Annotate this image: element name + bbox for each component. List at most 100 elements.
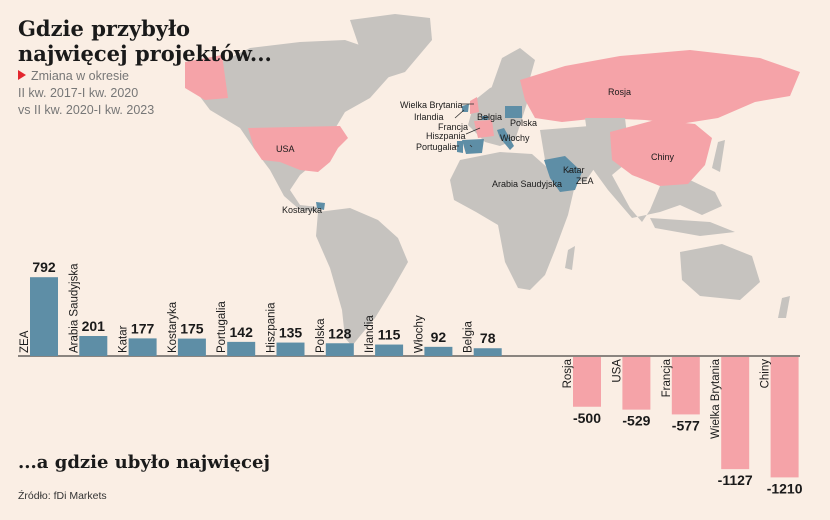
madagascar-land xyxy=(565,246,575,270)
category-label-irlandia: Irlandia xyxy=(364,315,376,353)
portugal-shape xyxy=(457,141,463,153)
category-label-zea: ZEA xyxy=(19,330,31,353)
china-shape xyxy=(610,120,712,186)
value-label-portugalia: 142 xyxy=(230,324,254,340)
map-label-francja: Francja xyxy=(438,122,468,132)
category-label-portugalia: Portugalia xyxy=(216,301,228,353)
value-label-belgia: 78 xyxy=(480,330,496,346)
italy-shape xyxy=(497,128,514,150)
category-label-francja: Francja xyxy=(661,358,673,397)
bar-wielka-brytania xyxy=(721,357,750,470)
value-label-rosja: -500 xyxy=(573,410,601,426)
costa-rica-shape xyxy=(316,202,325,210)
bar-wlochy xyxy=(424,346,453,356)
map-label-kostaryka: Kostaryka xyxy=(282,205,322,215)
category-label-belgia: Belgia xyxy=(463,320,475,353)
africa-land xyxy=(450,152,575,290)
legend-triangle-icon xyxy=(18,70,26,80)
category-label-katar: Katar xyxy=(118,325,130,353)
map-label-arabia-saudyjska: Arabia Saudyjska xyxy=(492,179,562,189)
bar-polska xyxy=(325,343,354,356)
bar-kostaryka xyxy=(177,338,206,356)
australia-land xyxy=(680,244,760,300)
bar-francja xyxy=(671,357,700,415)
value-label-arabia-saudyjska: 201 xyxy=(82,318,106,334)
legend-period-2: vs II kw. 2020-I kw. 2023 xyxy=(18,103,155,117)
uk-shape xyxy=(470,97,479,114)
category-label-arabia-saudyjska: Arabia Saudyjska xyxy=(68,263,80,353)
france-shape xyxy=(474,120,494,138)
category-label-hiszpania: Hiszpania xyxy=(266,302,278,353)
map-label-wielka-brytania: Wielka Brytania xyxy=(400,100,463,110)
map-leader-lines xyxy=(454,103,571,173)
bar-rosja xyxy=(573,357,601,407)
legend-block: Zmiana w okresie II kw. 2017-I kw. 2020 … xyxy=(18,68,154,119)
qatar-shape xyxy=(566,168,570,173)
category-label-usa: USA xyxy=(611,359,623,383)
map-label-rosja: Rosja xyxy=(608,87,631,97)
bar-hiszpania xyxy=(276,342,305,356)
category-label-kostaryka: Kostaryka xyxy=(167,301,179,353)
map-label-portugalia: Portugalia xyxy=(416,142,457,152)
map-country-labels: USA Kostaryka Rosja Chiny Wielka Brytani… xyxy=(276,87,675,215)
value-label-irlandia: 115 xyxy=(378,327,401,343)
map-label-hiszpania: Hiszpania xyxy=(426,131,466,141)
value-label-katar: 177 xyxy=(131,320,155,336)
value-label-hiszpania: 135 xyxy=(279,325,303,341)
map-label-irlandia: Irlandia xyxy=(414,112,444,122)
bar-usa xyxy=(622,357,651,410)
map-label-chiny: Chiny xyxy=(651,152,675,162)
map-label-belgia: Belgia xyxy=(477,112,502,122)
bar-katar xyxy=(128,338,157,356)
value-label-francja: -577 xyxy=(672,417,700,433)
legend-period-1: II kw. 2017-I kw. 2020 xyxy=(18,86,139,100)
bar-belgia xyxy=(473,348,502,356)
category-label-rosja: Rosja xyxy=(562,358,574,388)
category-label-wielka-brytania: Wielka Brytania xyxy=(710,358,722,438)
bar-chiny xyxy=(770,357,799,478)
value-label-usa: -529 xyxy=(622,413,650,429)
world-map xyxy=(185,14,800,346)
indonesia-land xyxy=(650,218,735,236)
category-label-polska: Polska xyxy=(315,318,327,353)
source-note: Źródło: fDi Markets xyxy=(18,490,107,502)
bar-arabia-saudyjska xyxy=(79,336,108,356)
ireland-leader-line xyxy=(454,109,465,119)
value-label-wielka-brytania: -1127 xyxy=(718,472,753,488)
value-label-chiny: -1210 xyxy=(767,480,803,496)
north-america-land xyxy=(195,40,395,212)
usa-mainland xyxy=(248,126,348,172)
map-label-wlochy: Włochy xyxy=(500,133,530,143)
chart-title: Gdzie przybyło najwięcej projektów... xyxy=(18,16,272,66)
value-label-zea: 792 xyxy=(32,259,56,275)
value-label-kostaryka: 175 xyxy=(180,321,204,337)
value-label-polska: 128 xyxy=(328,325,352,341)
usa-alaska xyxy=(185,55,228,100)
legend-marker-label: Zmiana w okresie xyxy=(31,69,129,83)
map-label-zea: ZEA xyxy=(576,176,594,186)
bar-portugalia xyxy=(227,341,256,356)
japan-land xyxy=(712,140,725,172)
map-label-usa: USA xyxy=(276,144,295,154)
russia-shape xyxy=(520,50,800,124)
qatar-leader-line xyxy=(567,169,571,173)
map-label-polska: Polska xyxy=(510,118,537,128)
spain-leader-line xyxy=(469,144,473,148)
poland-shape xyxy=(505,106,522,118)
subtitle-bottom: ...a gdzie ubyło najwięcej xyxy=(18,452,270,473)
value-label-wlochy: 92 xyxy=(431,329,447,345)
belgium-leader-line xyxy=(483,116,490,119)
greenland-land xyxy=(350,14,432,80)
bar-zea xyxy=(30,277,58,356)
map-label-katar: Katar xyxy=(563,165,585,175)
new-zealand-land xyxy=(778,296,790,318)
bar-irlandia xyxy=(375,344,404,356)
uae-shape xyxy=(570,172,580,180)
saudi-arabia-shape xyxy=(544,156,582,192)
category-label-wlochy: Włochy xyxy=(413,315,425,353)
legend-marker-row: Zmiana w okresie xyxy=(18,68,154,85)
spain-shape xyxy=(462,139,484,154)
category-label-chiny: Chiny xyxy=(760,359,772,389)
